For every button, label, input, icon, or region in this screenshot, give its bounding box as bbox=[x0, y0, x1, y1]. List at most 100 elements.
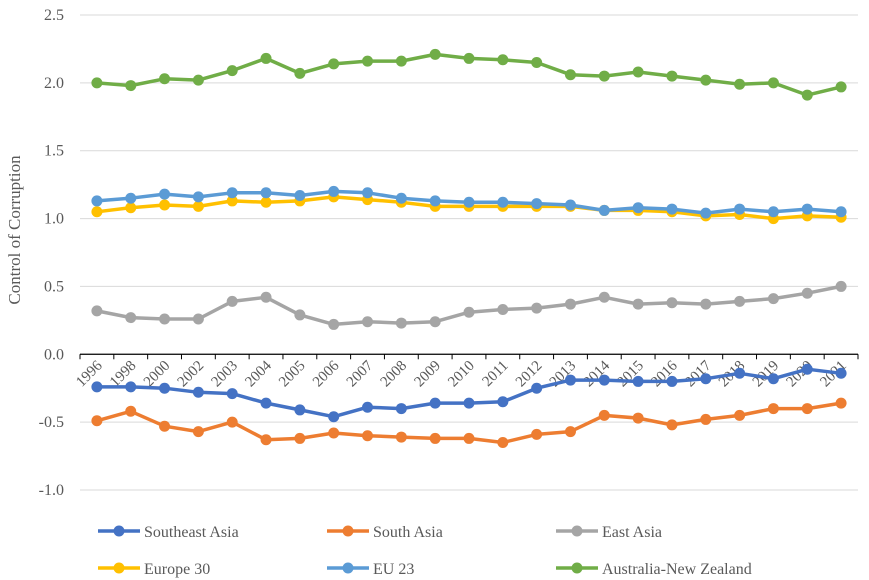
x-tick-label: 2006 bbox=[310, 357, 343, 390]
data-point bbox=[226, 388, 238, 400]
data-point bbox=[226, 65, 238, 77]
x-tick-label: 2015 bbox=[614, 358, 647, 391]
series-australia-new-zealand bbox=[91, 48, 847, 101]
series-east-asia bbox=[91, 280, 847, 330]
data-point bbox=[700, 207, 712, 219]
data-point bbox=[91, 206, 103, 218]
y-tick-label: -0.5 bbox=[39, 414, 64, 431]
data-point bbox=[226, 187, 238, 199]
data-point bbox=[260, 397, 272, 409]
x-tick-label: 2003 bbox=[209, 358, 242, 391]
data-point bbox=[159, 420, 171, 432]
legend-item: Southeast Asia bbox=[98, 524, 239, 541]
data-point bbox=[564, 298, 576, 310]
legend-label: East Asia bbox=[602, 524, 662, 541]
series-line bbox=[95, 284, 843, 327]
x-axis bbox=[79, 353, 859, 360]
data-point bbox=[632, 66, 644, 78]
data-point bbox=[463, 397, 475, 409]
data-point bbox=[159, 199, 171, 211]
data-point bbox=[294, 432, 306, 444]
data-point bbox=[598, 409, 610, 421]
y-tick-label: 0.5 bbox=[44, 278, 64, 295]
series-south-asia bbox=[91, 397, 847, 448]
data-point bbox=[159, 188, 171, 200]
series-southeast-asia bbox=[91, 363, 847, 423]
data-point bbox=[362, 401, 374, 413]
data-point bbox=[260, 434, 272, 446]
data-point bbox=[497, 196, 509, 208]
data-point bbox=[463, 306, 475, 318]
data-point bbox=[801, 203, 813, 215]
data-point bbox=[91, 381, 103, 393]
x-tick-label: 2002 bbox=[175, 358, 208, 391]
x-tick-label: 2011 bbox=[480, 358, 512, 390]
legend-label: Australia-New Zealand bbox=[602, 561, 752, 578]
data-point bbox=[767, 77, 779, 89]
data-point bbox=[801, 403, 813, 415]
data-point bbox=[192, 386, 204, 398]
data-point bbox=[463, 196, 475, 208]
data-point bbox=[801, 287, 813, 299]
data-point bbox=[159, 73, 171, 85]
data-point bbox=[260, 52, 272, 64]
data-point bbox=[91, 415, 103, 427]
data-point bbox=[328, 185, 340, 197]
data-point bbox=[192, 200, 204, 212]
data-point bbox=[395, 403, 407, 415]
data-point bbox=[666, 375, 678, 387]
y-axis-label: Control of Corruption bbox=[5, 155, 24, 305]
data-point bbox=[260, 187, 272, 199]
data-point bbox=[531, 428, 543, 440]
data-point bbox=[835, 367, 847, 379]
data-point bbox=[226, 295, 238, 307]
legend-label: Europe 30 bbox=[144, 561, 210, 578]
x-tick-label: 2016 bbox=[648, 357, 681, 390]
data-point bbox=[294, 190, 306, 201]
data-point bbox=[91, 195, 103, 207]
legend-item: East Asia bbox=[556, 524, 662, 541]
legend-item: Australia-New Zealand bbox=[556, 561, 752, 578]
data-point bbox=[835, 206, 847, 218]
data-point bbox=[362, 187, 374, 199]
data-point bbox=[429, 195, 441, 207]
legend-swatch-marker bbox=[571, 562, 583, 574]
series-eu-23 bbox=[91, 185, 847, 219]
data-point bbox=[497, 437, 509, 448]
data-point bbox=[700, 298, 712, 310]
data-point bbox=[395, 55, 407, 67]
data-point bbox=[564, 69, 576, 81]
data-point bbox=[632, 298, 644, 310]
data-point bbox=[734, 295, 746, 307]
data-point bbox=[835, 280, 847, 292]
data-point bbox=[362, 55, 374, 67]
data-point bbox=[666, 297, 678, 309]
data-point bbox=[395, 317, 407, 329]
data-point bbox=[767, 293, 779, 305]
legend-swatch-marker bbox=[113, 562, 125, 574]
y-tick-label: 2.5 bbox=[44, 7, 64, 24]
data-point bbox=[767, 403, 779, 415]
legend-swatch-marker bbox=[342, 562, 354, 574]
data-point bbox=[294, 309, 306, 321]
data-point bbox=[91, 77, 103, 89]
data-point bbox=[125, 192, 137, 204]
y-tick-label: 1.0 bbox=[44, 211, 64, 228]
data-point bbox=[226, 416, 238, 428]
data-point bbox=[125, 381, 137, 393]
data-point bbox=[700, 74, 712, 86]
data-point bbox=[734, 367, 746, 379]
y-axis-tick-labels: 2.5 2.0 1.5 1.0 0.5 0.0 -0.5 -1.0 bbox=[39, 7, 64, 499]
data-point bbox=[767, 373, 779, 385]
data-point bbox=[125, 405, 137, 417]
data-point bbox=[598, 70, 610, 82]
data-point bbox=[328, 411, 340, 423]
data-point bbox=[294, 404, 306, 416]
data-point bbox=[632, 202, 644, 214]
data-point bbox=[564, 426, 576, 438]
legend-swatch-marker bbox=[113, 525, 125, 537]
data-point bbox=[328, 427, 340, 439]
data-point bbox=[192, 74, 204, 86]
data-point bbox=[531, 198, 543, 210]
legend-label: Southeast Asia bbox=[144, 524, 239, 541]
